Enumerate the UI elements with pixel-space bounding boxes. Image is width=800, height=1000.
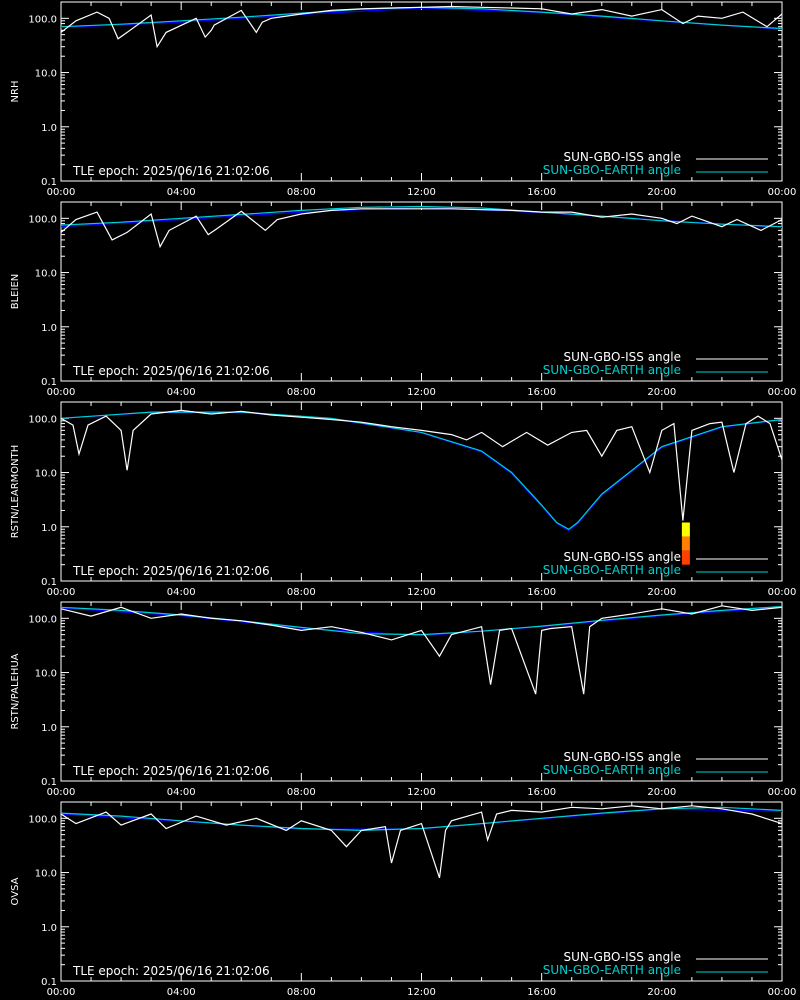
x-tick-label: 00:00 [47,587,76,598]
x-tick-label: 00:00 [768,987,797,998]
x-tick-label: 20:00 [647,387,676,398]
x-tick-label: 04:00 [167,387,196,398]
x-tick-label: 20:00 [647,987,676,998]
x-tick-label: 08:00 [287,387,316,398]
series-earth-shadow-line [61,606,782,637]
x-tick-label: 00:00 [47,187,76,198]
panel-4: 0.1 1.0 10.0 100.0 00:00 04:00 08:00 12:00 16:00… [10,601,797,798]
y-tick-label: 10.0 [35,669,57,680]
tle-epoch-label: TLE epoch: 2025/06/16 21:02:06 [72,964,270,978]
y-tick-label: 0.1 [41,577,57,588]
x-tick-label: 08:00 [287,987,316,998]
y-tick-label: 10.0 [35,269,57,280]
legend-iss-label: SUN-GBO-ISS angle [564,550,681,564]
legend-earth-label: SUN-GBO-EARTH angle [543,563,681,577]
legend-earth-label: SUN-GBO-EARTH angle [543,363,681,377]
x-tick-label: 00:00 [47,387,76,398]
y-tick-label: 0.1 [41,177,57,188]
x-tick-label: 08:00 [287,187,316,198]
y-axis-label: NRH [10,81,21,103]
legend-earth-label: SUN-GBO-EARTH angle [543,763,681,777]
y-tick-label: 1.0 [41,923,57,934]
x-tick-label: 16:00 [527,587,556,598]
annotation-bar-segment [681,522,690,537]
y-tick-label: 1.0 [41,723,57,734]
x-tick-label: 08:00 [287,587,316,598]
series-iss-line [61,805,782,878]
x-tick-label: 16:00 [527,187,556,198]
y-tick-label: 100.0 [28,214,57,225]
x-tick-label: 12:00 [407,787,436,798]
y-axis-label: BLEIEN [10,274,21,310]
y-tick-label: 0.1 [41,377,57,388]
y-tick-label: 1.0 [41,323,57,334]
x-tick-label: 20:00 [647,787,676,798]
annotation-bar-segment [681,536,690,551]
y-tick-label: 100.0 [28,414,57,425]
x-tick-label: 12:00 [407,187,436,198]
legend-earth-label: SUN-GBO-EARTH angle [543,963,681,977]
x-tick-label: 04:00 [167,787,196,798]
x-tick-label: 04:00 [167,987,196,998]
series-earth-line [61,605,782,636]
legend-iss-label: SUN-GBO-ISS angle [564,950,681,964]
panel-3: 0.1 1.0 10.0 100.0 00:00 04:00 08:00 12:00 16:00… [10,401,797,598]
y-tick-label: 0.1 [41,977,57,988]
y-tick-label: 1.0 [41,523,57,534]
tle-epoch-label: TLE epoch: 2025/06/16 21:02:06 [72,364,270,378]
y-tick-label: 10.0 [35,469,57,480]
y-axis-label: RSTN/LEARMONTH [10,445,21,539]
x-tick-label: 00:00 [768,787,797,798]
y-tick-label: 100.0 [28,14,57,25]
series-earth-line [61,411,782,531]
x-tick-label: 20:00 [647,587,676,598]
series-iss-line [61,605,782,695]
x-tick-label: 00:00 [47,987,76,998]
x-tick-label: 12:00 [407,987,436,998]
x-tick-label: 16:00 [527,987,556,998]
y-axis-label: OVSA [10,877,21,905]
y-tick-label: 1.0 [41,123,57,134]
x-tick-label: 00:00 [768,187,797,198]
y-tick-label: 10.0 [35,869,57,880]
series-iss-line [61,5,782,49]
y-tick-label: 100.0 [28,814,57,825]
x-tick-label: 16:00 [527,387,556,398]
tle-epoch-label: TLE epoch: 2025/06/16 21:02:06 [72,164,270,178]
tle-epoch-label: TLE epoch: 2025/06/16 21:02:06 [72,764,270,778]
x-tick-label: 08:00 [287,787,316,798]
legend-earth-label: SUN-GBO-EARTH angle [543,163,681,177]
panel-2: 0.1 1.0 10.0 100.0 00:00 04:00 08:00 12:00 16:00… [10,201,797,398]
y-axis-label: RSTN/PALEHUA [10,653,21,729]
x-tick-label: 00:00 [768,387,797,398]
panel-1: 0.1 1.0 10.0 100.0 00:00 04:00 08:00 12:00 16:00… [10,1,797,198]
x-tick-label: 00:00 [768,587,797,598]
y-tick-label: 100.0 [28,614,57,625]
x-tick-label: 12:00 [407,387,436,398]
legend-iss-label: SUN-GBO-ISS angle [564,150,681,164]
y-tick-label: 0.1 [41,777,57,788]
x-tick-label: 04:00 [167,187,196,198]
x-tick-label: 16:00 [527,787,556,798]
x-tick-label: 20:00 [647,187,676,198]
y-tick-label: 10.0 [35,69,57,80]
x-tick-label: 00:00 [47,787,76,798]
series-iss-line [61,409,782,521]
series-iss-line [61,208,782,249]
legend-iss-label: SUN-GBO-ISS angle [564,350,681,364]
annotation-bar-segment [681,550,690,565]
x-tick-label: 12:00 [407,587,436,598]
x-tick-label: 04:00 [167,587,196,598]
series-earth-line [61,205,782,228]
tle-epoch-label: TLE epoch: 2025/06/16 21:02:06 [72,564,270,578]
legend-iss-label: SUN-GBO-ISS angle [564,750,681,764]
panel-5: 0.1 1.0 10.0 100.0 00:00 04:00 08:00 12:00 16:00… [10,801,797,998]
